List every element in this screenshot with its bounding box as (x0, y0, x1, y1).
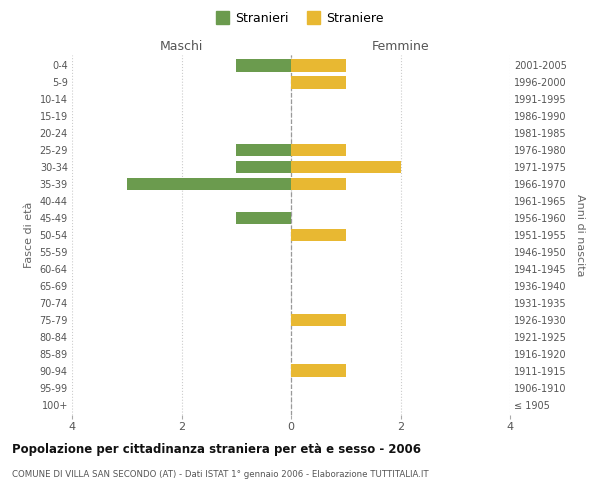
Bar (291, 228, 346, 241)
Y-axis label: Anni di nascita: Anni di nascita (575, 194, 586, 276)
Bar (291, 144, 346, 156)
Bar (291, 178, 346, 190)
Bar (291, 314, 346, 326)
Bar (236, 59, 291, 72)
Legend: Stranieri, Straniere: Stranieri, Straniere (211, 6, 389, 30)
Text: Femmine: Femmine (371, 40, 430, 52)
Bar (236, 160, 291, 173)
Text: COMUNE DI VILLA SAN SECONDO (AT) - Dati ISTAT 1° gennaio 2006 - Elaborazione TUT: COMUNE DI VILLA SAN SECONDO (AT) - Dati … (12, 470, 428, 479)
Bar (127, 178, 291, 190)
Bar (291, 160, 401, 173)
Text: Maschi: Maschi (160, 40, 203, 52)
Text: Popolazione per cittadinanza straniera per età e sesso - 2006: Popolazione per cittadinanza straniera p… (12, 442, 421, 456)
Bar (236, 212, 291, 224)
Bar (236, 144, 291, 156)
Bar (291, 364, 346, 377)
Bar (291, 59, 346, 72)
Y-axis label: Fasce di età: Fasce di età (24, 202, 34, 268)
Bar (291, 76, 346, 88)
